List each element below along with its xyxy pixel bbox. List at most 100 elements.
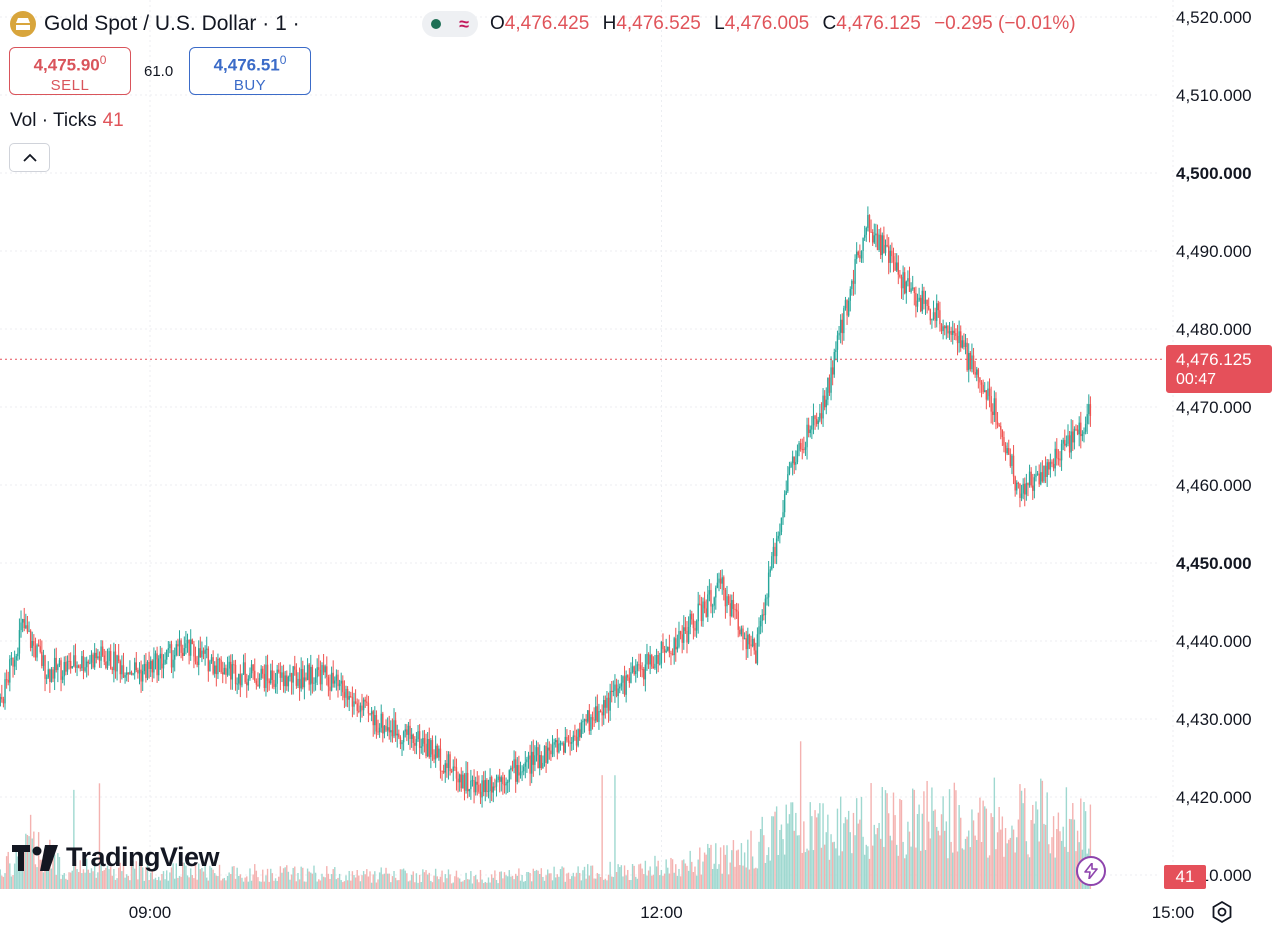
- volume-bar: [92, 871, 94, 889]
- candle-body: [1049, 461, 1052, 470]
- candle-body: [697, 603, 699, 622]
- volume-bar: [534, 871, 536, 889]
- volume-bar: [670, 857, 672, 889]
- volume-bar: [691, 861, 693, 889]
- candle-body: [518, 765, 520, 776]
- candle-body: [348, 696, 350, 700]
- volume-bar: [26, 835, 29, 889]
- candle-body: [921, 290, 924, 312]
- volume-bar: [406, 873, 408, 889]
- volume-bar: [466, 879, 469, 889]
- candle-body: [385, 725, 387, 731]
- candle-body: [506, 781, 509, 783]
- candle-body: [302, 669, 304, 688]
- volume-bar: [1040, 778, 1042, 889]
- volume-bar: [1019, 784, 1021, 889]
- candle-body: [785, 491, 787, 495]
- price-axis[interactable]: 4,520.000 4,510.000 4,500.000 4,490.000 4,48…: [1176, 8, 1252, 885]
- candle-body: [1060, 443, 1063, 461]
- volume-bar: [950, 841, 952, 889]
- volume-bar: [539, 873, 541, 889]
- symbol-title[interactable]: Gold Spot / U.S. Dollar · 1 ·: [44, 12, 300, 35]
- candle-body: [918, 297, 920, 301]
- sell-button[interactable]: 4,475.900 SELL: [9, 47, 131, 95]
- volume-bar: [375, 882, 378, 889]
- volume-bar: [956, 851, 959, 889]
- volume-bar: [460, 881, 462, 889]
- candle-body: [755, 650, 757, 664]
- candle-body: [852, 280, 855, 284]
- candle-body: [428, 738, 430, 758]
- spread-value: 61.0: [144, 63, 174, 80]
- candle-body: [807, 424, 810, 434]
- candle-body: [119, 661, 121, 675]
- volume-bar: [849, 832, 851, 889]
- volume-bar: [52, 844, 54, 889]
- buy-button[interactable]: 4,476.510 BUY: [189, 47, 311, 95]
- candle-body: [667, 646, 669, 651]
- volume-legend[interactable]: Vol · Ticks 41: [10, 110, 124, 132]
- volume-bar: [798, 835, 800, 889]
- volume-bar: [827, 814, 829, 889]
- volume-bar: [324, 877, 326, 889]
- candle-body: [430, 740, 432, 758]
- candle-body: [479, 791, 482, 798]
- candle-body: [936, 303, 938, 321]
- candle-body: [390, 730, 392, 733]
- candle-body: [617, 688, 619, 697]
- volume-bar: [292, 867, 294, 889]
- open-label: O: [490, 13, 505, 34]
- y-tick-label: 4,470.000: [1176, 398, 1252, 417]
- volume-bar: [571, 876, 573, 889]
- candle-body: [575, 736, 578, 746]
- volume-bar: [969, 847, 972, 889]
- candle-body: [897, 262, 899, 275]
- candle-body: [495, 780, 498, 787]
- volume-bar: [524, 880, 526, 889]
- candle-body: [140, 669, 142, 682]
- candle-body: [266, 664, 269, 681]
- candle-body: [643, 669, 645, 680]
- volume-bar: [438, 879, 440, 889]
- candle-body: [631, 666, 634, 673]
- candle-body: [57, 665, 59, 671]
- candle-body: [218, 658, 221, 661]
- candle-body: [122, 665, 125, 678]
- volume-bar: [183, 862, 186, 889]
- candle-body: [635, 670, 637, 675]
- collapse-legend-button[interactable]: [9, 143, 50, 172]
- candle-body: [282, 672, 285, 687]
- candle-body: [870, 231, 872, 233]
- candle-body: [418, 731, 421, 748]
- volume-bar: [710, 844, 712, 889]
- candle-body: [932, 312, 935, 320]
- volume-bar: [895, 844, 898, 889]
- volume-bar: [2, 876, 5, 889]
- volume-bar: [564, 881, 567, 889]
- candle-body: [993, 398, 996, 416]
- volume-bar: [95, 877, 97, 889]
- candle-body: [281, 672, 283, 678]
- volume-bar: [791, 802, 794, 889]
- candle-body: [412, 734, 414, 743]
- market-status[interactable]: ≈: [422, 11, 478, 37]
- quick-action-button[interactable]: [1076, 856, 1106, 886]
- candle-body: [383, 725, 386, 734]
- candle-body: [691, 613, 693, 620]
- candle-body: [481, 780, 483, 798]
- volume-bar: [42, 872, 45, 889]
- volume-bar: [226, 875, 229, 889]
- candle-body: [231, 664, 234, 680]
- tradingview-logo[interactable]: TradingView: [12, 842, 220, 873]
- volume-bar: [548, 873, 551, 889]
- symbol-header[interactable]: Gold Spot / U.S. Dollar · 1 ·: [10, 9, 300, 39]
- candle-body: [117, 655, 120, 662]
- candle-body: [50, 669, 53, 682]
- volume-bar: [968, 830, 970, 889]
- candle-body: [465, 772, 467, 791]
- chart-settings-icon[interactable]: [1210, 900, 1234, 924]
- volume-bar: [920, 850, 922, 889]
- candle-body: [138, 669, 141, 674]
